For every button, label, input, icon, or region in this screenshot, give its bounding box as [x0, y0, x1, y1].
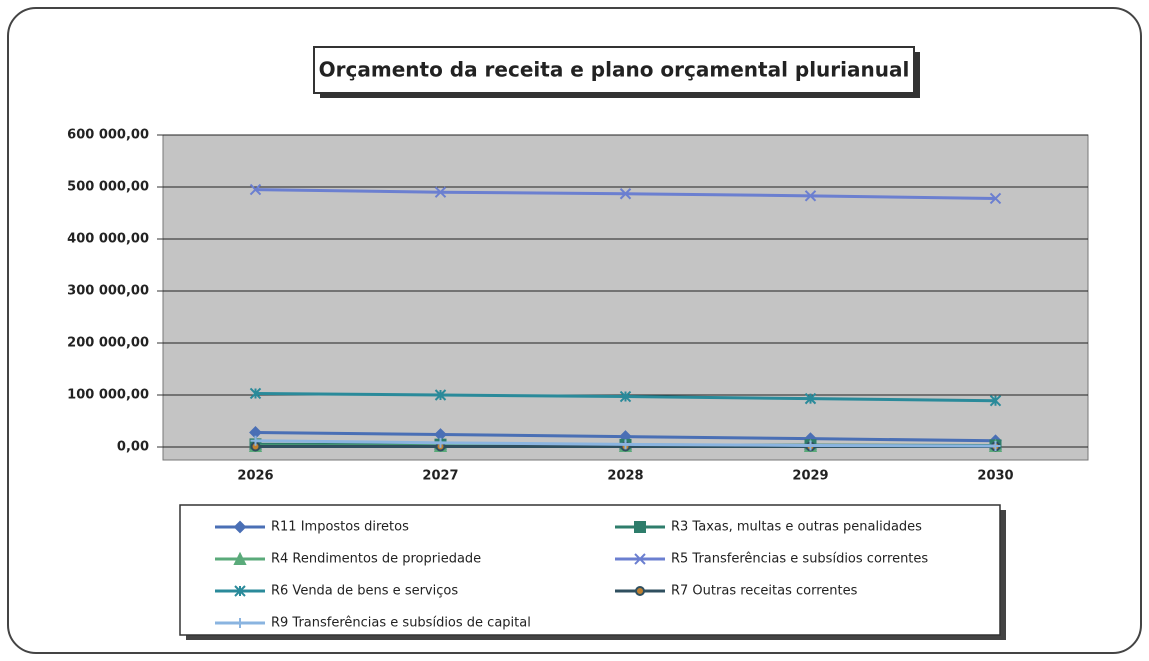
marker [635, 586, 645, 596]
legend-label: R6 Venda de bens e serviços [271, 584, 458, 599]
title-box [313, 46, 915, 94]
legend-label: R3 Taxas, multas e outras penalidades [671, 520, 922, 535]
legend-label: R11 Impostos diretos [271, 520, 409, 535]
marker [249, 387, 262, 400]
marker [434, 389, 447, 401]
marker [619, 390, 632, 403]
marker [620, 439, 631, 450]
x-tick-label: 2028 [607, 469, 643, 484]
y-tick-label: 400 000,00 [67, 232, 149, 247]
marker [989, 395, 1002, 407]
x-tick-label: 2027 [422, 469, 458, 484]
marker [804, 190, 817, 202]
marker [619, 188, 632, 200]
marker [233, 520, 247, 534]
marker [989, 192, 1002, 205]
marker [435, 437, 446, 448]
plot-area [162, 134, 1089, 461]
y-tick-label: 100 000,00 [67, 388, 149, 403]
x-tick-label: 2030 [977, 469, 1013, 484]
y-tick-label: 600 000,00 [67, 128, 149, 143]
legend-label: R7 Outras receitas correntes [671, 584, 858, 599]
y-tick-label: 0,00 [117, 440, 149, 455]
marker [249, 183, 262, 196]
marker [235, 618, 245, 628]
legend-label: R4 Rendimentos de propriedade [271, 552, 481, 567]
marker [634, 553, 646, 565]
marker [233, 551, 247, 565]
x-tick-label: 2026 [237, 469, 273, 484]
legend-label: R5 Transferências e subsídios correntes [671, 552, 928, 567]
y-tick-label: 300 000,00 [67, 284, 149, 299]
marker [990, 440, 1001, 451]
marker [250, 435, 261, 446]
legend-label: R9 Transferências e subsídios de capital [271, 616, 531, 631]
marker [234, 585, 246, 597]
marker [804, 392, 817, 405]
marker [805, 440, 816, 451]
chart-title: Orçamento da receita e plano orçamental … [319, 58, 910, 82]
x-tick-label: 2029 [792, 469, 828, 484]
y-tick-label: 200 000,00 [67, 336, 149, 351]
y-tick-label: 500 000,00 [67, 180, 149, 195]
marker [434, 186, 447, 198]
marker [634, 521, 646, 533]
legend-box [179, 504, 1001, 636]
